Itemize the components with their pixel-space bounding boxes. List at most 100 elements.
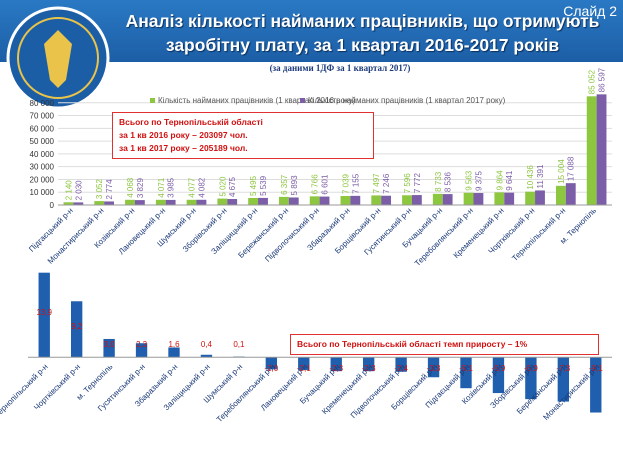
bar xyxy=(319,196,330,205)
logo-emblem xyxy=(44,30,72,88)
bar xyxy=(196,199,207,205)
bar xyxy=(278,196,289,205)
bar xyxy=(494,192,505,205)
bar xyxy=(402,195,412,205)
value-label: -5,1 xyxy=(459,364,473,373)
value-label: 2 774 xyxy=(105,179,114,200)
bar xyxy=(381,195,392,205)
value-label: 2,3 xyxy=(136,340,148,349)
value-label: 3 829 xyxy=(136,178,145,199)
value-label: 2 030 xyxy=(74,180,83,201)
bar xyxy=(362,357,375,372)
value-label: 11 391 xyxy=(536,164,545,188)
value-label: 7 039 xyxy=(341,173,350,194)
value-label: 7 155 xyxy=(351,173,360,194)
bar xyxy=(134,200,145,205)
value-label: 5 893 xyxy=(290,175,299,196)
bar xyxy=(395,357,407,372)
x-tick-label: Підволочиський р-н xyxy=(263,206,321,264)
bar xyxy=(442,194,453,205)
value-label: 4 077 xyxy=(188,177,197,198)
value-label: 7 497 xyxy=(372,173,381,194)
bar xyxy=(73,202,84,205)
value-label: 85 052 xyxy=(588,69,597,94)
value-label: 7 772 xyxy=(413,172,422,193)
bar xyxy=(596,94,607,205)
value-label: 6 357 xyxy=(280,174,289,195)
value-label: 1,6 xyxy=(168,340,180,349)
bar xyxy=(565,183,576,205)
bar xyxy=(427,357,440,378)
legend-label: Кількість найманих працівників (1 кварта… xyxy=(158,96,356,105)
bar xyxy=(186,199,197,205)
value-label: 4 071 xyxy=(157,177,166,198)
bar xyxy=(227,199,238,205)
value-label: 86 597 xyxy=(598,67,607,92)
value-label: -2,4 xyxy=(394,364,408,373)
bar xyxy=(309,196,320,205)
bar xyxy=(340,196,351,205)
y-tick-label: 10 000 xyxy=(30,188,55,197)
value-label: 3 985 xyxy=(167,177,176,198)
bar xyxy=(200,354,213,358)
legend-label: Кількість найманих працівників (1 кварта… xyxy=(308,96,506,105)
bar xyxy=(432,193,443,205)
bar xyxy=(504,192,515,205)
bar xyxy=(38,272,50,358)
bar xyxy=(555,185,566,205)
bar xyxy=(473,193,484,205)
x-tick-label: Тернопільський р-н xyxy=(510,206,567,263)
bar xyxy=(557,357,570,402)
value-label: 8 536 xyxy=(444,172,453,193)
value-label: 13,9 xyxy=(36,308,52,317)
bar xyxy=(586,96,597,205)
bar xyxy=(535,190,545,205)
annotation: Всього по Тернопільській області темп пр… xyxy=(297,339,528,349)
value-label: -7,3 xyxy=(556,364,570,373)
bar xyxy=(525,191,536,205)
bar xyxy=(590,357,602,413)
value-label: 9 563 xyxy=(465,170,474,191)
x-tick-label: Тернопільський р-н xyxy=(0,362,50,419)
value-label: 8 733 xyxy=(434,171,443,192)
value-label: 15 004 xyxy=(557,159,566,184)
bar xyxy=(104,201,115,205)
logo-ring xyxy=(17,17,99,99)
value-label: 5 020 xyxy=(218,176,227,197)
bar xyxy=(94,201,105,205)
y-tick-label: 60 000 xyxy=(30,124,55,133)
y-tick-label: 80 000 xyxy=(30,99,55,108)
bar xyxy=(298,357,310,370)
value-label: 9,2 xyxy=(71,322,83,331)
bar xyxy=(525,357,537,400)
value-label: -9,1 xyxy=(589,364,603,373)
value-label: -2,3 xyxy=(329,364,343,373)
title: Аналіз кількості найманих працівників, щ… xyxy=(125,11,600,55)
bar xyxy=(155,199,166,205)
annotation: за 1 кв 2016 року – 203097 чол. xyxy=(119,130,248,140)
value-label: 6 766 xyxy=(311,174,320,195)
bar xyxy=(371,195,382,205)
value-label: 5 539 xyxy=(259,175,268,196)
y-tick-label: 50 000 xyxy=(30,137,55,146)
value-label: 4 068 xyxy=(126,177,135,198)
value-label: 4 082 xyxy=(197,177,206,198)
value-label: -2,0 xyxy=(264,364,278,373)
value-label: 2 140 xyxy=(64,180,73,201)
bar xyxy=(168,347,180,358)
bar xyxy=(63,202,74,205)
value-label: 17 088 xyxy=(567,156,576,181)
x-tick-label: Теребовлянський р-н xyxy=(215,362,277,424)
bar xyxy=(135,343,148,358)
bar xyxy=(460,357,472,389)
bar xyxy=(103,338,115,358)
value-label: 6 601 xyxy=(321,174,330,195)
value-label: 3 052 xyxy=(95,179,104,200)
value-label: -6,9 xyxy=(524,364,538,373)
bar xyxy=(70,301,83,358)
value-label: 9 864 xyxy=(495,170,504,191)
value-label: 0,1 xyxy=(233,340,245,349)
bar xyxy=(492,357,505,394)
